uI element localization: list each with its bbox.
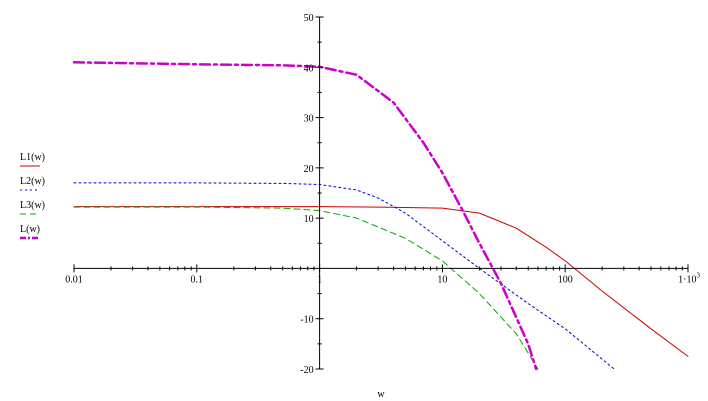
x-tick-label: 1 xyxy=(317,274,322,285)
x-tick-label: 10 xyxy=(437,274,447,285)
y-tick-label: -20 xyxy=(300,365,313,376)
series-line-l1w xyxy=(73,206,689,357)
y-tick-label: -10 xyxy=(300,315,313,326)
series-line-l3w xyxy=(73,206,539,370)
x-tick-label: 0.01 xyxy=(65,274,83,285)
y-tick-label: 50 xyxy=(304,13,314,24)
legend-label: L3(w) xyxy=(20,200,45,211)
legend-label: L1(w) xyxy=(20,152,45,163)
y-tick-label: 10 xyxy=(304,214,314,225)
axes xyxy=(74,17,688,369)
x-tick-label: 1·103 xyxy=(678,271,700,285)
x-tick-label: 100 xyxy=(558,274,573,285)
y-tick-label: 20 xyxy=(304,164,314,175)
x-tick-label: 0.1 xyxy=(191,274,204,285)
y-tick-label: 40 xyxy=(304,63,314,74)
x-axis-label: w xyxy=(377,389,385,400)
legend: L1(w) L2(w) L3(w) L(w) xyxy=(20,152,45,240)
legend-label: L2(w) xyxy=(20,176,45,187)
y-tick-label: 30 xyxy=(304,114,314,125)
series-line-lw xyxy=(72,61,538,371)
legend-label: L(w) xyxy=(20,224,40,235)
x-tick-exponent: 3 xyxy=(697,271,701,279)
series-line-l2w xyxy=(73,182,615,370)
ticks: 0.01 0.1 1 10 100 1·103 50 40 30 20 10 -10 -20 xyxy=(65,13,700,376)
series-layer xyxy=(72,61,689,371)
